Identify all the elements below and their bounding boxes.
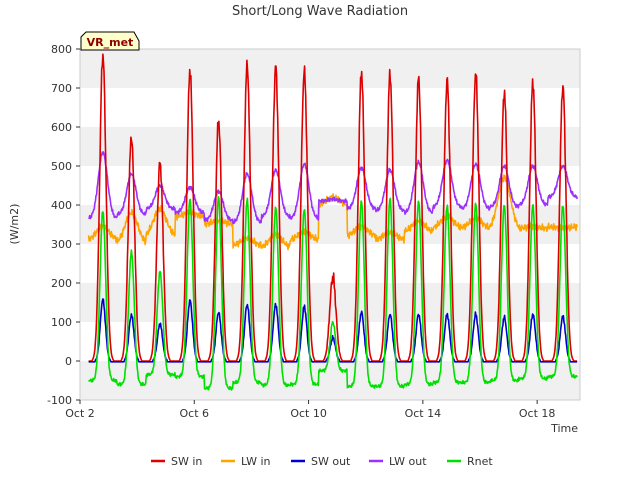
y-tick-label-100: 100 <box>51 316 72 329</box>
x-tick-label-Oct 6: Oct 6 <box>180 407 210 420</box>
badge-label: VR_met <box>87 36 134 49</box>
x-tick-label-Oct 10: Oct 10 <box>290 407 327 420</box>
y-axis-label: (W/m2) <box>8 204 21 245</box>
y-tick-label-200: 200 <box>51 277 72 290</box>
y-tick-label-0: 0 <box>65 355 72 368</box>
y-tick-label-500: 500 <box>51 160 72 173</box>
x-axis-label: Time <box>550 422 578 435</box>
series-group <box>87 53 578 391</box>
x-tick-label-Oct 2: Oct 2 <box>65 407 95 420</box>
station-badge: VR_met <box>80 31 140 51</box>
grid-band-4 <box>80 49 580 88</box>
y-tick-label-400: 400 <box>51 199 72 212</box>
y-axis: -100 0 100 200 300 400 500 600 700 800 <box>47 43 80 407</box>
plot-frame <box>79 48 581 401</box>
legend-label-sw-in: SW in <box>171 455 202 468</box>
y-tick-label-300: 300 <box>51 238 72 251</box>
legend-label-lw-in: LW in <box>241 455 271 468</box>
legend: SW in LW in SW out LW out Rnet <box>151 455 493 468</box>
series-line-sw-out <box>88 298 578 363</box>
x-tick-label-Oct 18: Oct 18 <box>519 407 556 420</box>
badge-shape <box>80 31 140 51</box>
legend-label-lw-out: LW out <box>389 455 427 468</box>
y-tick-label-600: 600 <box>51 121 72 134</box>
series-line-rnet <box>87 195 578 391</box>
y-tick-label--100: -100 <box>47 394 72 407</box>
grid-band-3 <box>80 127 580 166</box>
series-line-lw-in <box>87 174 578 251</box>
x-axis: Oct 2 Oct 6 Oct 10 Oct 14 Oct 18 <box>65 400 555 420</box>
x-tick-label-Oct 14: Oct 14 <box>405 407 442 420</box>
y-tick-label-700: 700 <box>51 82 72 95</box>
series-line-lw-out <box>88 151 578 225</box>
y-tick-label-800: 800 <box>51 43 72 56</box>
chart-title: Short/Long Wave Radiation <box>232 4 408 19</box>
grid-bands <box>80 49 580 400</box>
grid-band-0 <box>80 361 580 400</box>
series-line-sw-in <box>88 53 578 362</box>
legend-label-sw-out: SW out <box>311 455 351 468</box>
legend-label-rnet: Rnet <box>467 455 493 468</box>
